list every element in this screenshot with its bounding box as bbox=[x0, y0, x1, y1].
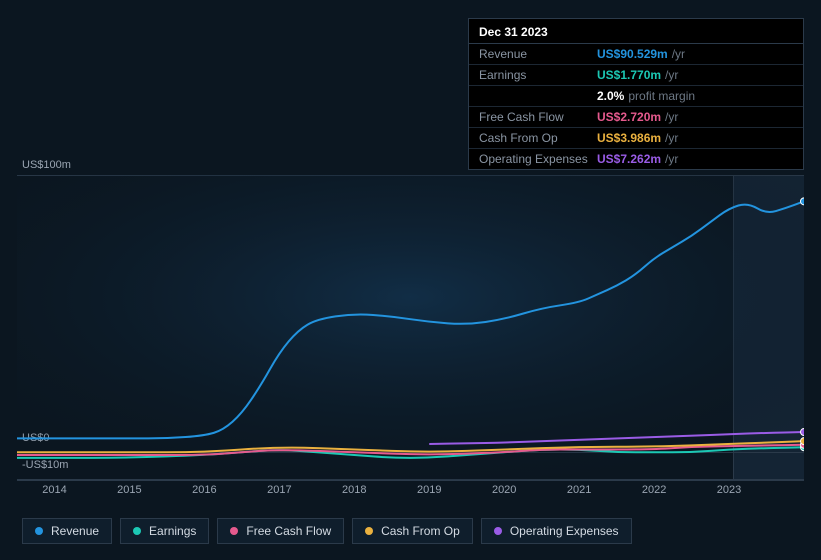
plot-svg bbox=[17, 175, 804, 480]
series-end-opex bbox=[801, 429, 805, 436]
legend-item-opex[interactable]: Operating Expenses bbox=[481, 518, 632, 544]
series-end-cfo bbox=[801, 438, 805, 445]
tooltip-row-fcf: Free Cash FlowUS$2.720m/yr bbox=[469, 107, 803, 128]
x-label: 2023 bbox=[717, 484, 741, 496]
tooltip-label: Operating Expenses bbox=[479, 152, 597, 166]
tooltip-label: Revenue bbox=[479, 47, 597, 61]
tooltip-label bbox=[479, 89, 597, 103]
tooltip-suffix: /yr bbox=[665, 152, 678, 166]
tooltip-value: 2.0% bbox=[597, 89, 624, 103]
legend-label: Free Cash Flow bbox=[246, 524, 331, 538]
x-label: 2017 bbox=[267, 484, 291, 496]
tooltip-value: US$2.720m bbox=[597, 110, 661, 124]
tooltip-value: US$1.770m bbox=[597, 68, 661, 82]
tooltip-row-cfo: Cash From OpUS$3.986m/yr bbox=[469, 128, 803, 149]
legend-dot-icon bbox=[133, 527, 141, 535]
legend: Revenue Earnings Free Cash Flow Cash From O… bbox=[22, 518, 632, 544]
legend-item-revenue[interactable]: Revenue bbox=[22, 518, 112, 544]
tooltip-suffix: /yr bbox=[665, 110, 678, 124]
x-label: 2021 bbox=[567, 484, 591, 496]
x-label: 2022 bbox=[642, 484, 666, 496]
x-label: 2020 bbox=[492, 484, 516, 496]
legend-dot-icon bbox=[35, 527, 43, 535]
tooltip-title: Dec 31 2023 bbox=[469, 19, 803, 44]
y-label-top: US$100m bbox=[22, 159, 71, 171]
tooltip-suffix: /yr bbox=[672, 47, 685, 61]
tooltip-label: Free Cash Flow bbox=[479, 110, 597, 124]
tooltip-row-pm: 2.0% profit margin bbox=[469, 86, 803, 107]
tooltip-label: Cash From Op bbox=[479, 131, 597, 145]
legend-label: Earnings bbox=[149, 524, 196, 538]
tooltip-suffix: /yr bbox=[665, 131, 678, 145]
x-label: 2018 bbox=[342, 484, 366, 496]
legend-item-cfo[interactable]: Cash From Op bbox=[352, 518, 473, 544]
tooltip-suffix: profit margin bbox=[628, 89, 695, 103]
chart-container: Dec 31 2023 RevenueUS$90.529m/yrEarnings… bbox=[0, 0, 821, 560]
plot-area[interactable] bbox=[17, 175, 804, 480]
tooltip-suffix: /yr bbox=[665, 68, 678, 82]
legend-item-earnings[interactable]: Earnings bbox=[120, 518, 209, 544]
series-end-revenue bbox=[801, 198, 805, 205]
x-label: 2016 bbox=[192, 484, 216, 496]
tooltip-label: Earnings bbox=[479, 68, 597, 82]
legend-dot-icon bbox=[365, 527, 373, 535]
legend-item-fcf[interactable]: Free Cash Flow bbox=[217, 518, 344, 544]
tooltip-row-earn: EarningsUS$1.770m/yr bbox=[469, 65, 803, 86]
x-label: 2014 bbox=[42, 484, 66, 496]
tooltip-panel: Dec 31 2023 RevenueUS$90.529m/yrEarnings… bbox=[468, 18, 804, 170]
x-axis-labels: 2014 2015 2016 2017 2018 2019 2020 2021 2022 2023 bbox=[17, 484, 804, 500]
tooltip-value: US$7.262m bbox=[597, 152, 661, 166]
legend-label: Revenue bbox=[51, 524, 99, 538]
tooltip-value: US$90.529m bbox=[597, 47, 668, 61]
tooltip-row-rev: RevenueUS$90.529m/yr bbox=[469, 44, 803, 65]
legend-dot-icon bbox=[494, 527, 502, 535]
axis-line-neg bbox=[17, 480, 804, 481]
x-label: 2015 bbox=[117, 484, 141, 496]
legend-label: Operating Expenses bbox=[510, 524, 619, 538]
legend-dot-icon bbox=[230, 527, 238, 535]
tooltip-value: US$3.986m bbox=[597, 131, 661, 145]
legend-label: Cash From Op bbox=[381, 524, 460, 538]
x-label: 2019 bbox=[417, 484, 441, 496]
tooltip-row-opex: Operating ExpensesUS$7.262m/yr bbox=[469, 149, 803, 169]
